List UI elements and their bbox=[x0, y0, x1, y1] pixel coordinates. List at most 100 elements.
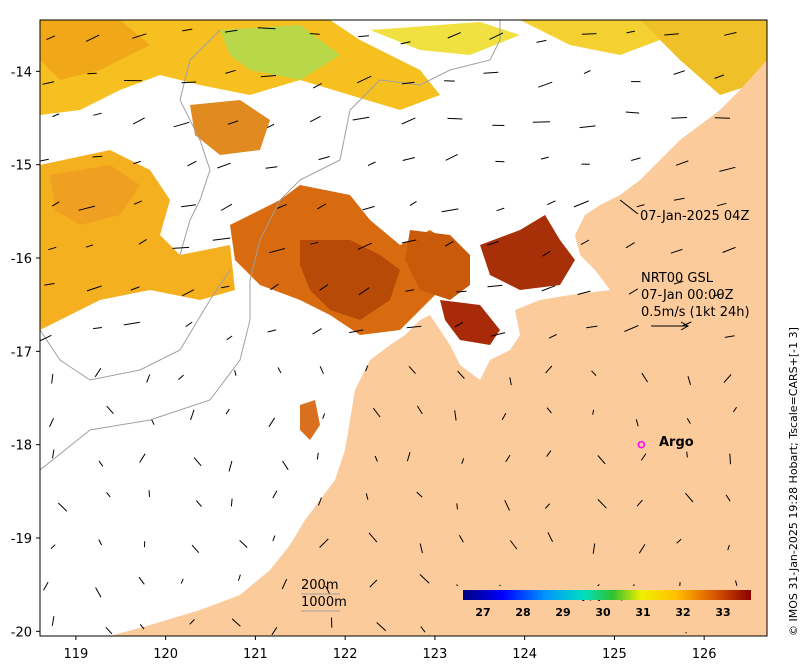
plot-frame bbox=[39, 19, 768, 637]
current-vector bbox=[579, 125, 596, 129]
current-vector bbox=[406, 325, 422, 329]
current-vector bbox=[591, 370, 597, 376]
isobath-legend-1000m: 1000m bbox=[301, 595, 347, 610]
current-vector bbox=[51, 201, 60, 207]
current-vector bbox=[185, 321, 193, 328]
current-vector bbox=[461, 458, 465, 464]
current-vector bbox=[87, 72, 97, 75]
current-vector bbox=[635, 419, 639, 427]
current-vector bbox=[419, 543, 423, 554]
current-vector bbox=[319, 366, 324, 375]
current-vector bbox=[536, 39, 547, 43]
y-tick-label: -16 bbox=[11, 252, 32, 267]
current-vector bbox=[181, 204, 196, 208]
current-vector bbox=[577, 290, 591, 295]
current-vector bbox=[456, 290, 467, 293]
current-vector bbox=[220, 203, 233, 211]
current-vector bbox=[369, 579, 378, 588]
current-vector bbox=[501, 412, 507, 421]
side-credit: © IMOS 31-Jan-2025 19:28 Hobart; Tscale=… bbox=[787, 327, 800, 636]
current-vector bbox=[732, 406, 738, 413]
y-tick-label: -14 bbox=[11, 65, 32, 80]
current-vector bbox=[687, 376, 691, 385]
current-vector bbox=[673, 197, 685, 201]
current-vector bbox=[713, 293, 724, 297]
current-vector bbox=[541, 285, 556, 292]
y-tick-label: -19 bbox=[11, 532, 32, 547]
current-vector bbox=[98, 460, 104, 467]
current-vector bbox=[581, 33, 597, 35]
current-vector bbox=[374, 455, 378, 462]
current-vector bbox=[671, 117, 688, 119]
current-vector bbox=[316, 452, 319, 460]
current-vector bbox=[545, 365, 553, 374]
current-vector bbox=[272, 535, 276, 542]
current-vector bbox=[227, 120, 239, 125]
current-vector bbox=[195, 500, 202, 507]
current-vector bbox=[406, 452, 411, 462]
current-vector bbox=[457, 370, 465, 379]
current-vector bbox=[98, 539, 103, 546]
current-vector bbox=[416, 405, 423, 415]
colorbar-tick-label: 29 bbox=[555, 606, 570, 619]
current-vector bbox=[234, 370, 237, 376]
current-vector bbox=[405, 289, 415, 292]
current-vector bbox=[626, 30, 636, 34]
argo-float-marker bbox=[637, 440, 646, 449]
current-vector bbox=[181, 81, 197, 84]
current-vector bbox=[487, 284, 503, 288]
current-vector bbox=[729, 453, 731, 465]
current-vector bbox=[239, 540, 248, 548]
current-vector bbox=[408, 365, 416, 374]
current-vector bbox=[190, 409, 195, 421]
current-vector bbox=[93, 112, 102, 116]
current-vector bbox=[684, 492, 694, 503]
current-vector bbox=[95, 587, 102, 598]
current-vector bbox=[686, 451, 688, 458]
current-vector bbox=[532, 121, 551, 123]
current-vector bbox=[724, 32, 737, 36]
current-vector bbox=[182, 28, 193, 32]
current-vector bbox=[48, 246, 57, 251]
scale-arrow bbox=[651, 321, 690, 331]
timestamp-leader bbox=[619, 199, 639, 215]
current-vector bbox=[133, 200, 143, 205]
current-vector bbox=[505, 454, 511, 463]
current-vector bbox=[583, 70, 591, 75]
current-vector bbox=[191, 544, 200, 554]
current-vector bbox=[580, 239, 590, 246]
current-vector bbox=[237, 574, 241, 581]
current-vector bbox=[230, 498, 233, 507]
current-vector bbox=[265, 166, 278, 169]
current-vector bbox=[349, 329, 364, 334]
current-vector bbox=[638, 544, 646, 554]
x-tick-label: 125 bbox=[602, 647, 627, 662]
current-vector bbox=[356, 75, 372, 84]
sst-field bbox=[40, 20, 767, 440]
current-vector bbox=[544, 503, 551, 509]
current-vector bbox=[445, 153, 458, 161]
current-vector bbox=[319, 284, 329, 291]
current-vector bbox=[221, 285, 230, 289]
current-vector bbox=[586, 325, 598, 329]
current-vector bbox=[358, 35, 369, 38]
current-vector bbox=[217, 162, 231, 169]
current-vector bbox=[57, 502, 68, 512]
current-info-line2: 07-Jan 00:00Z bbox=[641, 288, 734, 303]
current-vector bbox=[409, 200, 417, 206]
current-vector bbox=[272, 490, 278, 499]
current-vector bbox=[546, 450, 552, 457]
current-vector bbox=[93, 327, 102, 330]
current-vector bbox=[597, 455, 606, 465]
y-tick-label: -18 bbox=[11, 439, 32, 454]
current-vector bbox=[193, 457, 202, 467]
current-vector bbox=[447, 117, 463, 120]
current-vector bbox=[631, 157, 641, 161]
current-vector bbox=[625, 242, 635, 249]
current-vector bbox=[716, 202, 727, 207]
current-vector bbox=[212, 237, 231, 241]
current-vector bbox=[178, 374, 184, 380]
current-vector bbox=[271, 627, 278, 636]
